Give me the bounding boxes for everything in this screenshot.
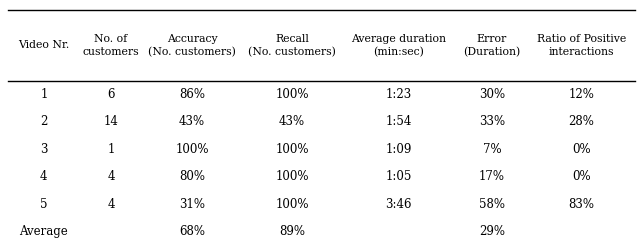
- Text: 1: 1: [108, 143, 115, 156]
- Text: Video Nr.: Video Nr.: [18, 40, 70, 50]
- Text: 17%: 17%: [479, 170, 505, 183]
- Text: 6: 6: [108, 88, 115, 101]
- Text: 7%: 7%: [483, 143, 501, 156]
- Text: Recall
(No. customers): Recall (No. customers): [248, 34, 336, 57]
- Text: 0%: 0%: [572, 143, 591, 156]
- Text: 43%: 43%: [179, 115, 205, 129]
- Text: 80%: 80%: [179, 170, 205, 183]
- Text: 100%: 100%: [275, 198, 308, 211]
- Text: 12%: 12%: [568, 88, 595, 101]
- Text: 43%: 43%: [279, 115, 305, 129]
- Text: 1:54: 1:54: [386, 115, 412, 129]
- Text: 100%: 100%: [275, 170, 308, 183]
- Text: 83%: 83%: [568, 198, 595, 211]
- Text: 89%: 89%: [279, 225, 305, 238]
- Text: 68%: 68%: [179, 225, 205, 238]
- Text: 0%: 0%: [572, 170, 591, 183]
- Text: 3:46: 3:46: [385, 198, 412, 211]
- Text: Error
(Duration): Error (Duration): [463, 34, 520, 57]
- Text: Ratio of Positive
interactions: Ratio of Positive interactions: [537, 34, 626, 57]
- Text: 1:09: 1:09: [386, 143, 412, 156]
- Text: 3: 3: [40, 143, 47, 156]
- Text: 4: 4: [40, 170, 47, 183]
- Text: Average duration
(min:sec): Average duration (min:sec): [351, 34, 446, 57]
- Text: 29%: 29%: [479, 225, 505, 238]
- Text: 28%: 28%: [568, 115, 595, 129]
- Text: 86%: 86%: [179, 88, 205, 101]
- Text: No. of
customers: No. of customers: [83, 34, 140, 57]
- Text: 1:23: 1:23: [386, 88, 412, 101]
- Text: 1:05: 1:05: [386, 170, 412, 183]
- Text: 100%: 100%: [275, 88, 308, 101]
- Text: 100%: 100%: [275, 143, 308, 156]
- Text: 4: 4: [108, 170, 115, 183]
- Text: 58%: 58%: [479, 198, 505, 211]
- Text: Accuracy
(No. customers): Accuracy (No. customers): [148, 34, 236, 57]
- Text: 4: 4: [108, 198, 115, 211]
- Text: 2: 2: [40, 115, 47, 129]
- Text: 5: 5: [40, 198, 47, 211]
- Text: 33%: 33%: [479, 115, 505, 129]
- Text: 1: 1: [40, 88, 47, 101]
- Text: 100%: 100%: [175, 143, 209, 156]
- Text: Average: Average: [19, 225, 68, 238]
- Text: 14: 14: [104, 115, 118, 129]
- Text: 30%: 30%: [479, 88, 505, 101]
- Text: 31%: 31%: [179, 198, 205, 211]
